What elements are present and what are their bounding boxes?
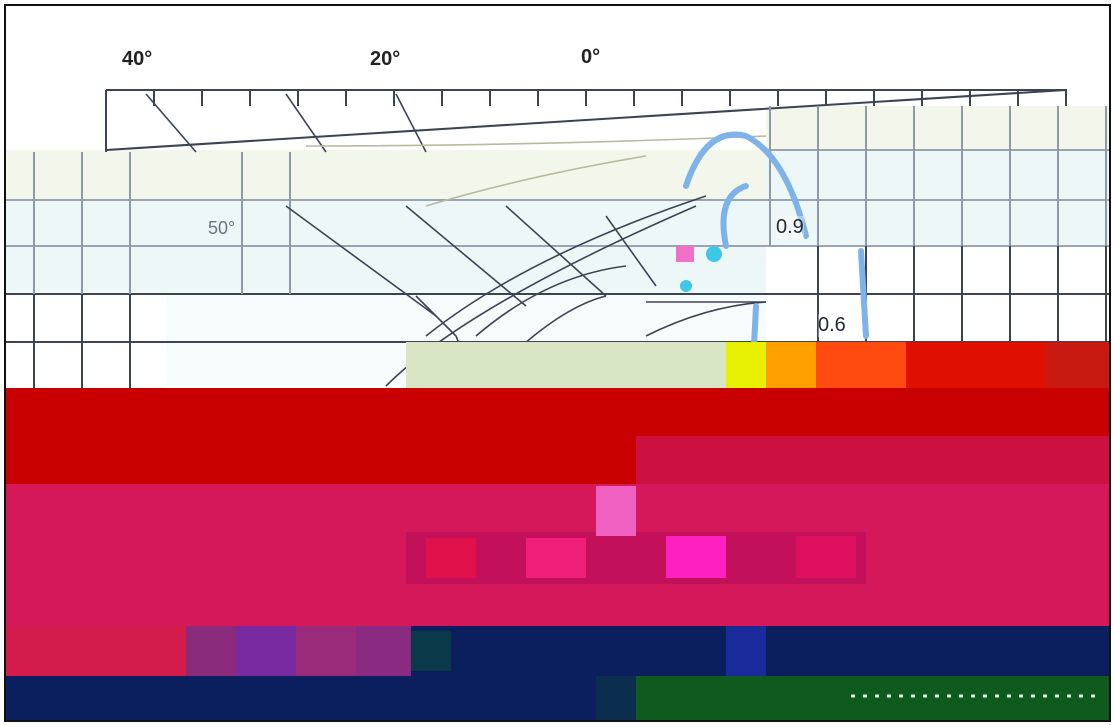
field-cell [406, 532, 866, 584]
field-cell [1046, 342, 1109, 390]
meridian-line [285, 205, 437, 317]
contour-line [683, 131, 809, 239]
longitude-label: 20° [370, 48, 401, 70]
field-cell [726, 626, 766, 676]
sea-band [766, 150, 1109, 246]
contour-lines [683, 131, 869, 349]
land-band [6, 150, 766, 200]
map-frame: 40° 20° 0° 50° 0.9 0.6 [4, 4, 1111, 722]
contour-label: 0.6 [818, 314, 846, 337]
longitude-label: 0° [581, 46, 601, 68]
contour-line [720, 183, 749, 249]
parallel-line [645, 301, 767, 337]
meridian-line [395, 93, 427, 153]
contour-marker [676, 246, 694, 262]
contour-marker [680, 280, 692, 292]
field-cell [796, 536, 856, 578]
land-band [766, 106, 1109, 150]
field-cell [526, 538, 586, 578]
contour-marker [706, 246, 722, 262]
field-cell [186, 626, 236, 676]
parallel-line [475, 265, 627, 337]
field-cell [596, 676, 636, 720]
map-canvas[interactable] [6, 6, 1111, 722]
contour-line [751, 303, 759, 349]
field-cell [816, 342, 906, 390]
coastline [305, 135, 767, 147]
field-cell [426, 538, 476, 578]
grid-verticals [33, 106, 1107, 390]
field-cell [6, 626, 186, 676]
field-cell [411, 631, 451, 671]
coastline [425, 155, 647, 207]
parallel-line [425, 195, 707, 337]
field-cell [236, 626, 296, 676]
meridian-line [505, 205, 607, 297]
longitude-label: 40° [122, 48, 153, 70]
meridian-line [405, 205, 527, 307]
colour-field [6, 342, 1109, 720]
meridian-line [285, 93, 327, 153]
field-cell [636, 676, 1109, 720]
field-cell [666, 536, 726, 578]
contour-label: 0.9 [776, 216, 804, 239]
field-cell [636, 436, 1109, 484]
meridian-line [145, 93, 197, 153]
latitude-label: 50° [208, 218, 236, 238]
field-cell [766, 342, 816, 390]
contour-line [858, 248, 869, 339]
parallel-line [515, 295, 607, 352]
field-cell [596, 486, 636, 536]
field-cell [406, 342, 726, 390]
field-cell [356, 626, 411, 676]
field-cell [296, 626, 356, 676]
grid-ticks [105, 90, 1067, 106]
field-cell [726, 342, 766, 390]
graticule [145, 93, 767, 387]
meridian-line [605, 215, 657, 287]
